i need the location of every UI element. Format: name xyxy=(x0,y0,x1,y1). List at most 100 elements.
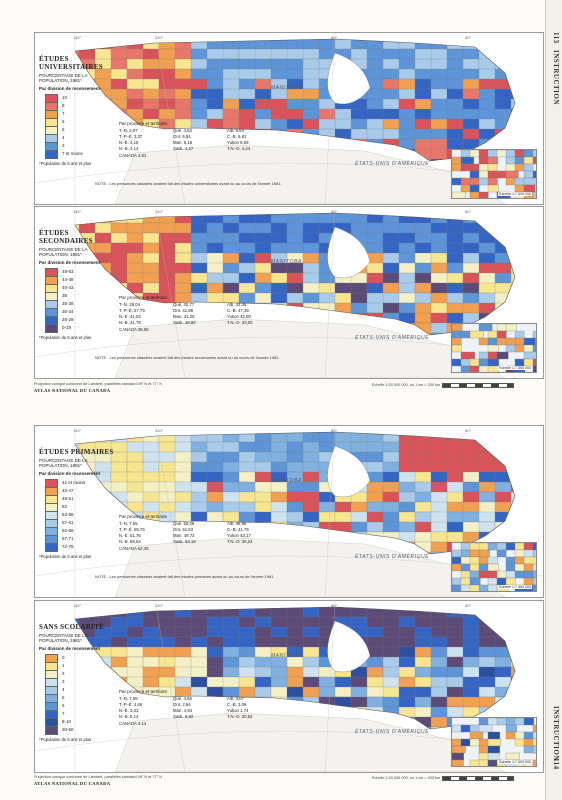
legend-swatch xyxy=(45,149,58,159)
stat-value: Ont. 2,64 xyxy=(173,702,191,707)
scale-text-bottom: Échelle 1:20 000 000, ou 1 cm = 200 km xyxy=(372,776,441,780)
canada-total: CANADA 38,55 xyxy=(119,327,149,332)
longitude-label: 60° xyxy=(465,209,472,214)
legend-label: 48-51 xyxy=(62,496,74,501)
longitude-label: 120° xyxy=(155,209,164,214)
legend-label: 0 xyxy=(62,655,65,660)
division-label: Par division de recensement xyxy=(39,471,101,476)
population-note: *Population de 5 ans et plus xyxy=(39,335,92,340)
stat-value: T.-N. 7,55 xyxy=(119,696,138,701)
legend-label: 48-53 xyxy=(62,269,74,274)
canada-total: CANADA 52,45 xyxy=(119,546,149,551)
longitude-label: 120° xyxy=(155,428,164,433)
division-label: Par division de recensement xyxy=(39,86,101,91)
legend-label: 43-47 xyxy=(62,488,74,493)
legend-label: 0-19 xyxy=(62,325,72,330)
legend-label: 4 xyxy=(62,687,65,692)
choropleth-map xyxy=(35,426,543,597)
population-note: *Population de 5 ans et plus xyxy=(39,161,92,166)
page-number-bottom: 114 xyxy=(552,758,560,770)
stat-value: N.-É. 3,03 xyxy=(119,708,139,713)
legend-label: 4 xyxy=(62,135,65,140)
longitude-label: 140° xyxy=(73,209,82,214)
stat-value: C.-B. 41,75 xyxy=(227,527,249,532)
legend-item: 20-60 xyxy=(39,725,117,735)
stat-value: T.N.-O. 4,24 xyxy=(227,146,251,151)
stat-value: T.N.-O. 30,52 xyxy=(227,714,253,719)
stats-title: Par province et territoire xyxy=(119,121,168,126)
map-legend: ÉTUDES SECONDAIRES POURCENTAGE DE LA POPU… xyxy=(39,229,117,341)
legend-label: 52 xyxy=(62,504,68,509)
stat-value: Qué. 32,77 xyxy=(173,302,195,307)
province-stats: Par province et territoire T.-N. 7,55 Qué.… xyxy=(119,689,279,727)
legend-label: 2 xyxy=(62,671,65,676)
legend-item: 0-19 xyxy=(39,323,117,333)
stat-value: T.-N. 2,07 xyxy=(119,128,138,133)
stat-value: N.-É. 51,76 xyxy=(119,533,141,538)
stat-value: Alb. 42,35 xyxy=(227,302,247,307)
map-note: NOTE : Les personnes classées avaient fa… xyxy=(95,355,280,360)
map-note: NOTE : Les personnes classées avaient fa… xyxy=(95,181,282,186)
stat-value: Sask. 5,82 xyxy=(173,714,194,719)
longitude-label: 60° xyxy=(465,428,472,433)
legend-label: 8-10 xyxy=(62,719,72,724)
division-label: Par division de recensement xyxy=(39,260,101,265)
stat-value: Ont. 51,53 xyxy=(173,527,194,532)
scale-bar-top xyxy=(442,383,514,388)
longitude-label: 80° xyxy=(331,209,338,214)
legend-label: 6 xyxy=(62,703,65,708)
stat-value: T.-P.-É. 4,65 xyxy=(119,702,143,707)
stat-value: Yukon 1,74 xyxy=(227,708,249,713)
stats-title: Par province et territoire xyxy=(119,689,168,694)
map-panel-primary: ÉTATS-UNIS D'AMÉRIQUE MANITOBA 140° 120° 80°… xyxy=(34,425,544,598)
longitude-label: 80° xyxy=(331,428,338,433)
stat-value: T.-N. 28,04 xyxy=(119,302,141,307)
map-panel-university: ÉTATS-UNIS D'AMÉRIQUE MANITOBA 140° 120° 80°… xyxy=(34,32,544,205)
inset-map: Échelle 1:7 500 000 xyxy=(451,717,537,767)
longitude-label: 140° xyxy=(73,428,82,433)
longitude-label: 140° xyxy=(73,35,82,40)
map-subtitle: POURCENTAGE DE LA POPULATION, 1981* xyxy=(39,458,88,468)
atlas-name-top: ATLAS NATIONAL DU CANADA xyxy=(34,388,111,393)
stat-value: T.-N. 7,55 xyxy=(119,521,138,526)
stat-value: Qué. 4,53 xyxy=(173,128,192,133)
legend-label: 5 xyxy=(62,695,65,700)
map-subtitle: POURCENTAGE DE LA POPULATION, 1981* xyxy=(39,633,88,643)
stat-value: C.-B. 6,81 xyxy=(227,134,247,139)
inset-map: Échelle 1:7 500 000 xyxy=(451,323,537,373)
stat-value: Man. 49,72 xyxy=(173,533,195,538)
choropleth-map xyxy=(35,33,543,204)
section-label-bottom: INSTRUCTION xyxy=(552,706,560,761)
canada-total: CANADA 4,14 xyxy=(119,721,147,726)
inset-scale: Échelle 1:7 500 000 xyxy=(498,760,532,764)
usa-label: ÉTATS-UNIS D'AMÉRIQUE xyxy=(355,161,430,167)
map-note: NOTE : Les personnes classées avaient fa… xyxy=(95,574,275,579)
stat-value: Ont. 41,88 xyxy=(173,308,194,313)
manitoba-label: MANITOBA xyxy=(271,259,302,265)
stat-value: Qué. 4,65 xyxy=(173,696,192,701)
map-subtitle: POURCENTAGE DE LA POPULATION, 1981* xyxy=(39,73,88,83)
legend-label: 6 xyxy=(62,119,65,124)
legend-label: 40-43 xyxy=(62,285,74,290)
legend-label: 44-48 xyxy=(62,277,74,282)
legend-swatch xyxy=(45,725,58,735)
projection-note-bottom: Projection conique conforme de Lambert, … xyxy=(34,775,162,779)
manitoba-label: MANITOBA xyxy=(271,85,302,91)
map-subtitle: POURCENTAGE DE LA POPULATION, 1981* xyxy=(39,247,88,257)
stat-value: N.-É. 41,03 xyxy=(119,314,141,319)
population-note: *Population de 5 ans et plus xyxy=(39,554,92,559)
inset-scale: Échelle 1:7 500 000 xyxy=(498,585,532,589)
legend-label: 7 xyxy=(62,111,65,116)
legend-label: 35-38 xyxy=(62,301,74,306)
legend-label: 3 xyxy=(62,679,65,684)
legend-item: 72-78 xyxy=(39,542,117,552)
stat-value: N.-É. 4,15 xyxy=(119,140,139,145)
stat-value: Alb. 3,07 xyxy=(227,696,244,701)
page-number-top: 113 xyxy=(552,32,560,44)
inset-map: Échelle 1:7 500 000 xyxy=(451,149,537,199)
stat-value: Yukon 43,17 xyxy=(227,533,251,538)
stat-value: Man. 41,25 xyxy=(173,314,195,319)
map-legend: SANS SCOLARITÉ POURCENTAGE DE LA POPULATI… xyxy=(39,623,117,743)
stat-value: N.-B. 3,14 xyxy=(119,146,139,151)
usa-label: ÉTATS-UNIS D'AMÉRIQUE xyxy=(355,729,430,735)
